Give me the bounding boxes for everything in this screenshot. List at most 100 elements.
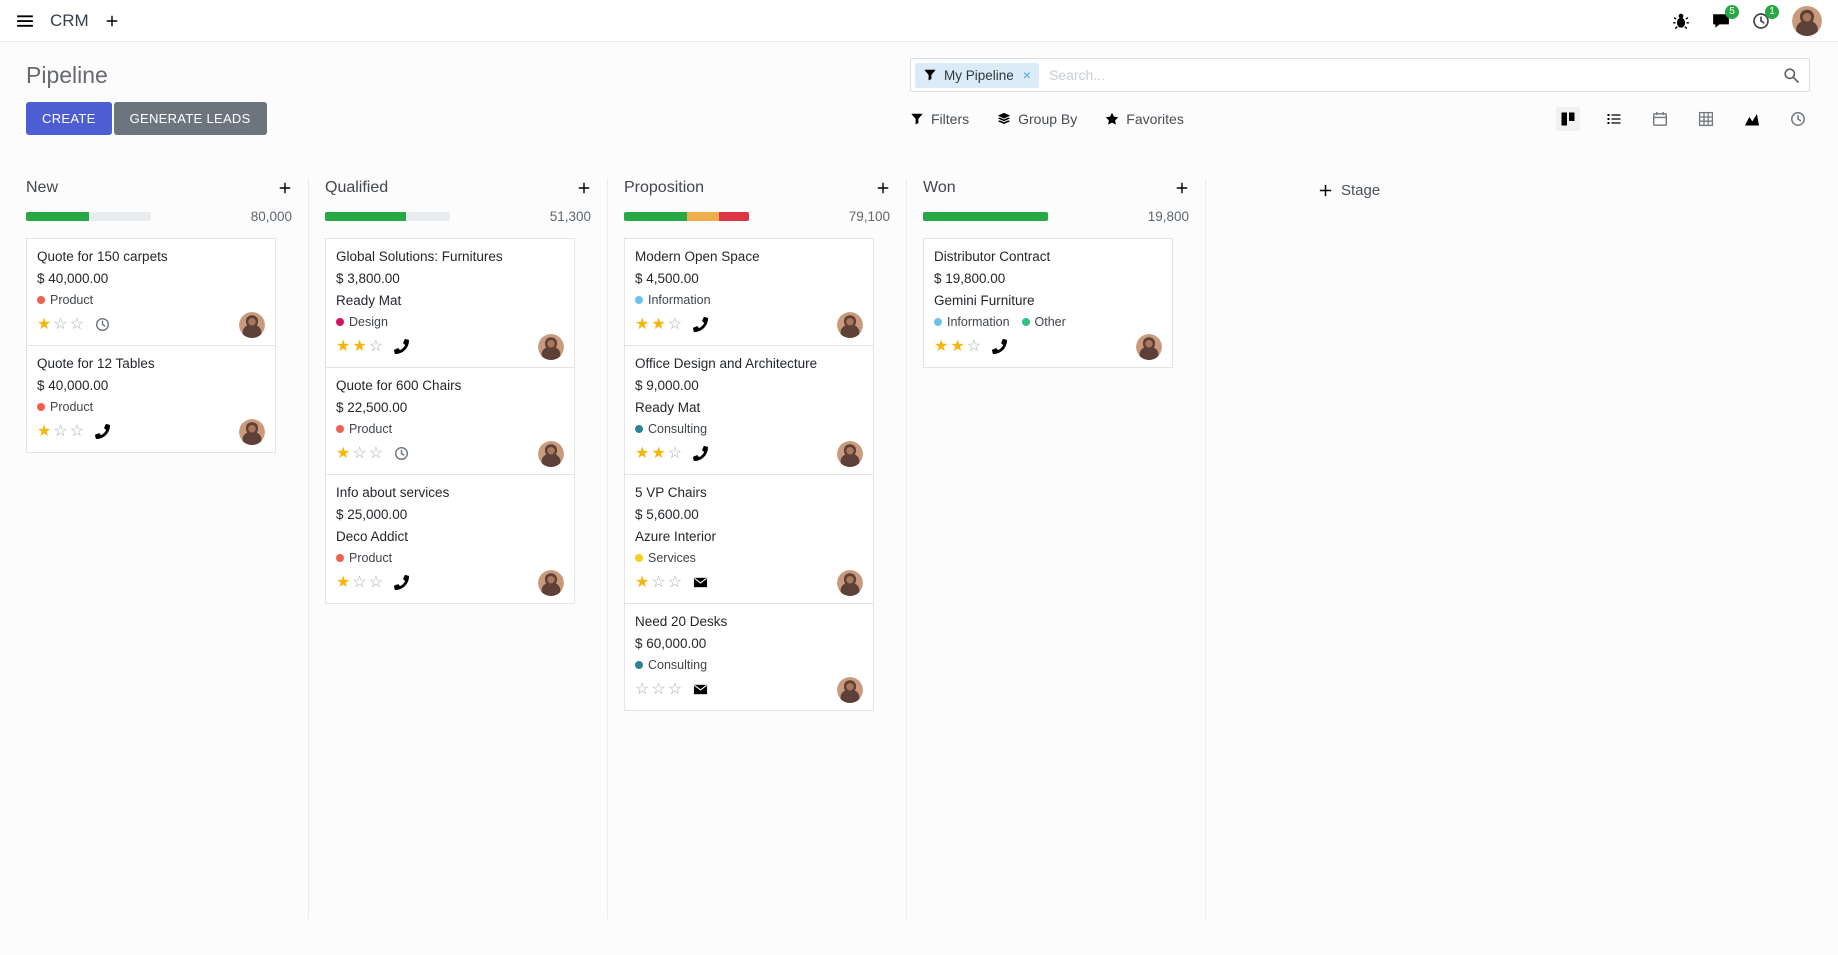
kanban-card[interactable]: Quote for 150 carpets $ 40,000.00 Produc… [26, 238, 276, 346]
new-window-plus-icon[interactable] [105, 14, 119, 28]
apps-menu-icon[interactable] [16, 12, 34, 30]
envelope-icon[interactable] [693, 682, 709, 698]
priority-star[interactable]: ★ [336, 445, 351, 462]
kanban-card[interactable]: Need 20 Desks $ 60,000.00 Consulting ☆ ☆… [624, 603, 874, 711]
priority-star[interactable]: ☆ [352, 445, 367, 462]
avatar[interactable] [538, 334, 564, 360]
phone-icon[interactable] [95, 424, 111, 440]
clock-icon[interactable] [394, 446, 410, 462]
priority-star[interactable]: ☆ [635, 681, 650, 698]
priority-star[interactable]: ★ [651, 445, 666, 462]
activities-clock-icon[interactable]: 1 [1752, 4, 1779, 30]
avatar[interactable] [837, 441, 863, 467]
priority-star[interactable]: ★ [635, 574, 650, 591]
priority-star[interactable]: ★ [37, 423, 52, 440]
kanban-card[interactable]: 5 VP Chairs $ 5,600.00 Azure Interior Se… [624, 474, 874, 604]
clock-icon[interactable] [95, 317, 111, 333]
progress-segment-success[interactable] [923, 212, 1048, 221]
progress-segment-danger[interactable] [719, 212, 749, 221]
priority-star[interactable]: ★ [651, 316, 666, 333]
priority-star[interactable]: ★ [336, 574, 351, 591]
search-bar[interactable]: My Pipeline × [910, 58, 1810, 92]
priority-star[interactable]: ★ [950, 338, 965, 355]
view-graph-button[interactable] [1740, 107, 1764, 131]
create-button[interactable]: CREATE [26, 102, 112, 135]
phone-icon[interactable] [394, 575, 410, 591]
search-icon[interactable] [1783, 67, 1799, 83]
priority-star[interactable]: ☆ [667, 445, 683, 462]
funnel-icon [910, 112, 924, 126]
user-avatar[interactable] [1792, 6, 1822, 36]
priority-star[interactable]: ☆ [651, 681, 666, 698]
view-list-button[interactable] [1602, 107, 1626, 131]
priority-star[interactable]: ☆ [368, 574, 384, 591]
priority-star[interactable]: ☆ [966, 338, 982, 355]
progress-segment-success[interactable] [26, 212, 89, 221]
avatar[interactable] [239, 419, 265, 445]
view-pivot-button[interactable] [1694, 107, 1718, 131]
remove-facet-icon[interactable]: × [1022, 67, 1031, 83]
priority-star[interactable]: ★ [336, 338, 351, 355]
kanban-card[interactable]: Quote for 12 Tables $ 40,000.00 Product … [26, 345, 276, 453]
priority-star[interactable]: ☆ [69, 423, 85, 440]
column-progressbar[interactable] [923, 212, 1048, 221]
priority-star[interactable]: ☆ [352, 574, 367, 591]
priority-star[interactable]: ☆ [368, 338, 384, 355]
priority-star[interactable]: ☆ [368, 445, 384, 462]
avatar[interactable] [538, 570, 564, 596]
progress-segment-success[interactable] [325, 212, 407, 221]
kanban-card[interactable]: Office Design and Architecture $ 9,000.0… [624, 345, 874, 475]
tag-label: Services [648, 551, 696, 565]
kanban-card[interactable]: Info about services $ 25,000.00 Deco Add… [325, 474, 575, 604]
avatar[interactable] [239, 312, 265, 338]
avatar[interactable] [1136, 334, 1162, 360]
add-card-icon[interactable] [577, 181, 591, 195]
priority-star[interactable]: ☆ [53, 423, 68, 440]
priority-star[interactable]: ☆ [651, 574, 666, 591]
add-card-icon[interactable] [876, 181, 890, 195]
priority-star[interactable]: ☆ [667, 316, 683, 333]
progress-segment-success[interactable] [624, 212, 687, 221]
add-card-icon[interactable] [278, 181, 292, 195]
generate-leads-button[interactable]: GENERATE LEADS [113, 102, 267, 135]
avatar[interactable] [538, 441, 564, 467]
priority-star[interactable]: ★ [37, 316, 52, 333]
priority-star[interactable]: ☆ [69, 316, 85, 333]
avatar[interactable] [837, 677, 863, 703]
priority-star[interactable]: ☆ [667, 574, 683, 591]
search-input[interactable] [1046, 66, 1775, 84]
priority-star[interactable]: ★ [635, 316, 650, 333]
avatar[interactable] [837, 312, 863, 338]
column-progressbar[interactable] [26, 212, 151, 221]
view-activity-button[interactable] [1786, 107, 1810, 131]
kanban-card[interactable]: Quote for 600 Chairs $ 22,500.00 Product… [325, 367, 575, 475]
filters-menu[interactable]: Filters [910, 111, 969, 127]
priority-star[interactable]: ☆ [53, 316, 68, 333]
envelope-icon[interactable] [693, 575, 709, 591]
priority-star[interactable]: ★ [635, 445, 650, 462]
card-amount: $ 19,800.00 [934, 271, 1006, 286]
app-name[interactable]: CRM [50, 10, 89, 30]
debug-bug-icon[interactable] [1672, 12, 1690, 30]
view-kanban-button[interactable] [1556, 106, 1580, 131]
avatar[interactable] [837, 570, 863, 596]
phone-icon[interactable] [394, 339, 410, 355]
add-stage-button[interactable]: Stage [1318, 182, 1380, 199]
column-progressbar[interactable] [325, 212, 450, 221]
priority-star[interactable]: ★ [352, 338, 367, 355]
kanban-card[interactable]: Modern Open Space $ 4,500.00 Information… [624, 238, 874, 346]
view-calendar-button[interactable] [1648, 107, 1672, 131]
priority-star[interactable]: ★ [934, 338, 949, 355]
add-card-icon[interactable] [1175, 181, 1189, 195]
phone-icon[interactable] [992, 339, 1008, 355]
favorites-menu[interactable]: Favorites [1105, 111, 1184, 127]
kanban-card[interactable]: Distributor Contract $ 19,800.00 Gemini … [923, 238, 1173, 368]
priority-star[interactable]: ☆ [667, 681, 683, 698]
column-progressbar[interactable] [624, 212, 749, 221]
progress-segment-warning[interactable] [686, 212, 719, 221]
group-by-menu[interactable]: Group By [997, 111, 1077, 127]
phone-icon[interactable] [693, 317, 709, 333]
messages-icon[interactable]: 5 [1712, 4, 1739, 30]
phone-icon[interactable] [693, 446, 709, 462]
kanban-card[interactable]: Global Solutions: Furnitures $ 3,800.00 … [325, 238, 575, 368]
